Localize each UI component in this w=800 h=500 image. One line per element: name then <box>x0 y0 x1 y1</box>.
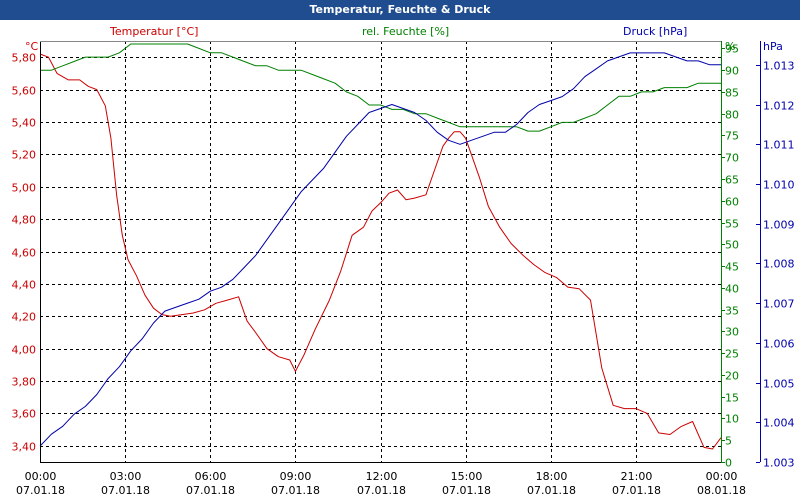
pressure-tick-label: 1.007 <box>763 298 795 311</box>
temperature-tick-label: 3,40 <box>12 441 37 454</box>
temperature-tick-label: 4,20 <box>12 311 37 324</box>
x-date-label: 07.01.18 <box>16 484 65 497</box>
temperature-tick-label: 4,60 <box>12 247 37 260</box>
humidity-tick-label: 65 <box>725 174 739 187</box>
temperature-tick-label: 4,00 <box>12 344 37 357</box>
humidity-axis-title: rel. Feuchte [%] <box>362 25 449 38</box>
pressure-tick-label: 1.012 <box>763 100 795 113</box>
temperature-tick-label: 4,80 <box>12 214 37 227</box>
temperature-tick-label: 5,00 <box>12 182 37 195</box>
pressure-tick-label: 1.004 <box>763 417 795 430</box>
x-tick-label: 06:00 <box>195 470 227 483</box>
humidity-tick-label: 85 <box>725 87 739 100</box>
series-layer <box>39 43 722 450</box>
humidity-tick-label: 60 <box>725 196 739 209</box>
humidity-tick-label: 75 <box>725 130 739 143</box>
humidity-tick-label: 40 <box>725 283 739 296</box>
x-tick-label: 12:00 <box>366 470 398 483</box>
temperature-tick-label: 4,40 <box>12 279 37 292</box>
humidity-tick-label: 10 <box>725 413 739 426</box>
x-tick-label: 00:00 <box>706 470 738 483</box>
humidity-line <box>40 43 721 132</box>
humidity-unit: % <box>725 40 735 53</box>
humidity-tick-label: 0 <box>725 457 732 470</box>
pressure-axis-title: Druck [hPa] <box>623 25 687 38</box>
temperature-tick-label: 3,80 <box>12 376 37 389</box>
temperature-tick-label: 5,60 <box>12 85 37 98</box>
humidity-tick-label: 25 <box>725 348 739 361</box>
pressure-tick-label: 1.010 <box>763 179 795 192</box>
x-date-label: 07.01.18 <box>612 484 661 497</box>
humidity-tick-label: 30 <box>725 326 739 339</box>
pressure-tick-label: 1.006 <box>763 338 795 351</box>
humidity-tick-label: 90 <box>725 65 739 78</box>
x-tick-label: 21:00 <box>621 470 653 483</box>
temperature-line <box>39 53 722 450</box>
temperature-axis-title: Temperatur [°C] <box>109 25 198 38</box>
x-date-label: 07.01.18 <box>101 484 150 497</box>
plot-frame <box>40 41 721 463</box>
x-date-label: 08.01.18 <box>697 484 746 497</box>
pressure-tick-label: 1.008 <box>763 258 795 271</box>
humidity-tick-label: 5 <box>725 435 732 448</box>
humidity-tick-label: 70 <box>725 152 739 165</box>
x-date-label: 07.01.18 <box>186 484 235 497</box>
temperature-unit: °C <box>25 40 39 53</box>
x-date-label: 07.01.18 <box>271 484 320 497</box>
x-date-label: 07.01.18 <box>442 484 491 497</box>
humidity-tick-label: 80 <box>725 109 739 122</box>
humidity-tick-label: 15 <box>725 392 739 405</box>
pressure-tick-label: 1.013 <box>763 60 795 73</box>
x-tick-label: 15:00 <box>451 470 483 483</box>
x-date-label: 07.01.18 <box>527 484 576 497</box>
pressure-unit: hPa <box>763 40 783 53</box>
temperature-tick-label: 5,80 <box>12 52 37 65</box>
chart: 3,40 3,60 3,80 4,00 4,20 4,40 4,60 4,80 5,00 5,20… <box>12 25 795 497</box>
grid <box>40 41 721 462</box>
x-date-label: 07.01.18 <box>357 484 406 497</box>
pressure-tick-label: 1.009 <box>763 219 795 232</box>
temperature-tick-label: 3,60 <box>12 408 37 421</box>
temperature-tick-label: 5,40 <box>12 117 37 130</box>
x-tick-label: 03:00 <box>110 470 142 483</box>
temperature-tick-label: 5,20 <box>12 149 37 162</box>
humidity-tick-label: 50 <box>725 239 739 252</box>
window-title: Temperatur, Feuchte & Druck <box>0 0 800 20</box>
axis-titles: °C% hPa Temperatur [°C] rel. Feuchte [%] Dru… <box>25 25 783 53</box>
x-tick-label: 09:00 <box>280 470 312 483</box>
pressure-tick-label: 1.011 <box>763 139 795 152</box>
humidity-tick-label: 35 <box>725 305 739 318</box>
x-tick-label: 00:00 <box>25 470 57 483</box>
humidity-tick-label: 45 <box>725 261 739 274</box>
humidity-tick-label: 95 <box>725 43 739 56</box>
humidity-tick-label: 55 <box>725 218 739 231</box>
axes: 3,40 3,60 3,80 4,00 4,20 4,40 4,60 4,80 5,00 5,20… <box>12 41 795 497</box>
pressure-tick-label: 1.003 <box>763 457 795 470</box>
x-tick-label: 18:00 <box>536 470 568 483</box>
pressure-line <box>39 52 721 447</box>
humidity-tick-label: 20 <box>725 370 739 383</box>
pressure-tick-label: 1.005 <box>763 378 795 391</box>
